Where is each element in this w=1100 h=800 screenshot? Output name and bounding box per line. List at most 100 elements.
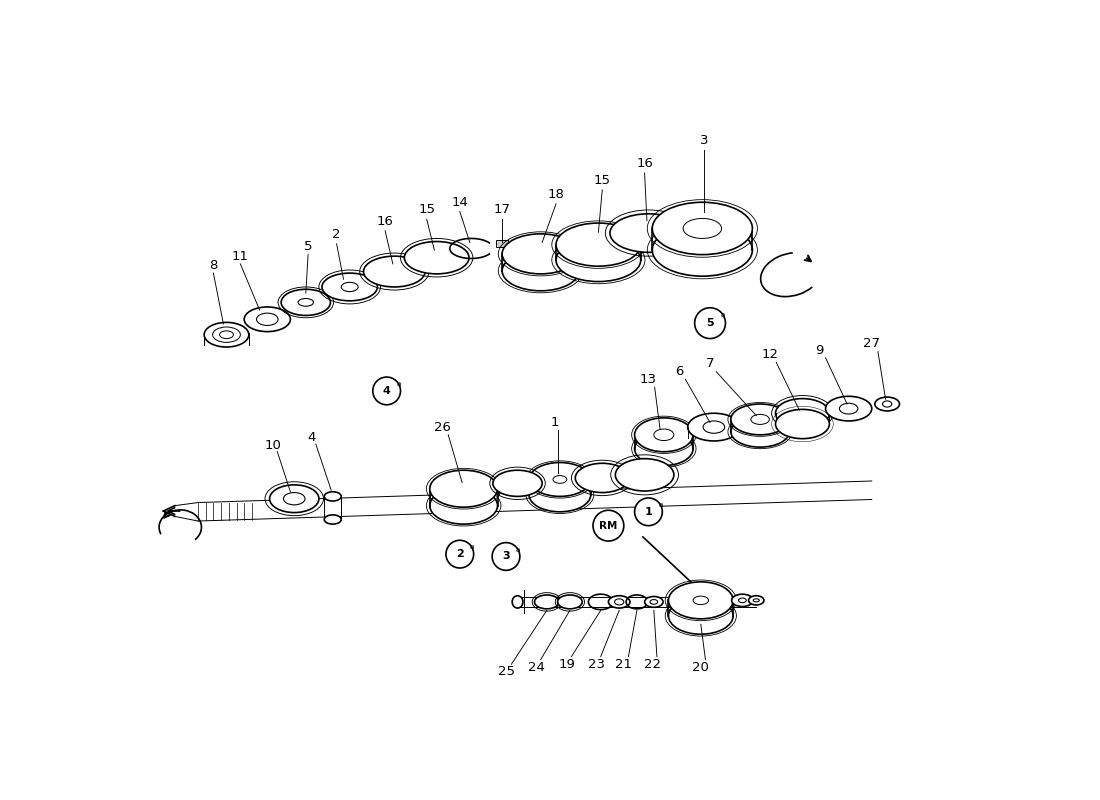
Text: 8: 8 [209,259,218,272]
Ellipse shape [212,327,241,342]
Text: a: a [658,502,662,508]
Text: 3: 3 [503,551,509,562]
Ellipse shape [430,470,497,507]
Ellipse shape [839,403,858,414]
Ellipse shape [503,250,580,291]
Ellipse shape [324,492,341,501]
Ellipse shape [825,396,871,421]
Text: a: a [396,381,400,387]
Circle shape [446,540,474,568]
Ellipse shape [557,223,641,266]
Text: a: a [470,544,474,550]
Ellipse shape [535,595,559,609]
Ellipse shape [284,493,305,505]
Text: a: a [516,546,520,553]
Circle shape [695,308,726,338]
Ellipse shape [324,515,341,524]
Ellipse shape [322,273,377,301]
Text: 4: 4 [307,431,316,444]
Ellipse shape [220,331,233,338]
Ellipse shape [635,418,693,452]
Ellipse shape [493,470,542,496]
Ellipse shape [776,398,829,428]
Ellipse shape [615,458,674,491]
Text: 12: 12 [761,348,779,362]
Text: 2: 2 [332,228,341,241]
Text: 26: 26 [433,421,451,434]
Text: 27: 27 [864,338,880,350]
Ellipse shape [688,414,740,441]
Text: 22: 22 [644,658,661,670]
Text: 15: 15 [418,203,436,217]
Text: 15: 15 [594,174,610,187]
Ellipse shape [363,256,426,287]
Text: 17: 17 [494,203,510,217]
Ellipse shape [270,485,319,513]
Circle shape [635,498,662,526]
Text: 6: 6 [675,365,683,378]
Text: 16: 16 [636,158,653,170]
Ellipse shape [430,487,497,524]
Text: 1: 1 [645,507,652,517]
Text: 10: 10 [264,439,282,452]
Ellipse shape [575,463,629,493]
Ellipse shape [703,421,725,434]
Text: 11: 11 [232,250,249,262]
Ellipse shape [341,282,359,291]
Ellipse shape [652,224,752,276]
Text: 23: 23 [587,658,605,670]
Text: 3: 3 [700,134,708,147]
Text: 16: 16 [376,215,394,228]
Ellipse shape [615,599,624,605]
Circle shape [373,377,400,405]
Ellipse shape [732,594,754,606]
Ellipse shape [669,598,734,634]
Text: 25: 25 [498,666,515,678]
Ellipse shape [282,290,330,315]
Text: 14: 14 [451,196,469,209]
Ellipse shape [529,462,591,496]
Ellipse shape [298,298,314,306]
Text: 7: 7 [706,358,714,370]
Ellipse shape [730,416,790,447]
Ellipse shape [529,478,591,512]
Text: RM: RM [600,521,617,530]
Ellipse shape [738,598,746,602]
Ellipse shape [653,429,674,441]
Text: 19: 19 [559,658,575,670]
Ellipse shape [652,202,752,254]
Ellipse shape [244,307,290,332]
Ellipse shape [503,234,580,274]
Ellipse shape [645,597,663,607]
Text: 13: 13 [640,373,657,386]
Ellipse shape [874,397,900,411]
Text: 21: 21 [615,658,632,670]
Ellipse shape [557,238,641,282]
Ellipse shape [882,401,892,407]
Polygon shape [198,481,871,521]
Ellipse shape [558,595,582,609]
Ellipse shape [650,599,658,604]
Text: 9: 9 [815,344,824,357]
Ellipse shape [608,596,630,608]
Text: 2: 2 [455,549,464,559]
Ellipse shape [730,404,790,435]
Ellipse shape [405,242,469,274]
Circle shape [492,542,520,570]
Ellipse shape [256,313,278,326]
Ellipse shape [609,214,686,252]
Ellipse shape [205,322,249,347]
Ellipse shape [669,582,734,619]
Polygon shape [517,597,757,607]
Text: 5: 5 [304,241,312,254]
Text: 20: 20 [692,661,710,674]
Circle shape [593,510,624,541]
Ellipse shape [748,596,763,605]
Ellipse shape [751,414,769,425]
Text: a: a [720,313,725,318]
Ellipse shape [754,599,759,602]
Text: 24: 24 [528,661,544,674]
Ellipse shape [513,596,522,608]
Bar [496,240,508,247]
Text: 18: 18 [548,188,564,201]
